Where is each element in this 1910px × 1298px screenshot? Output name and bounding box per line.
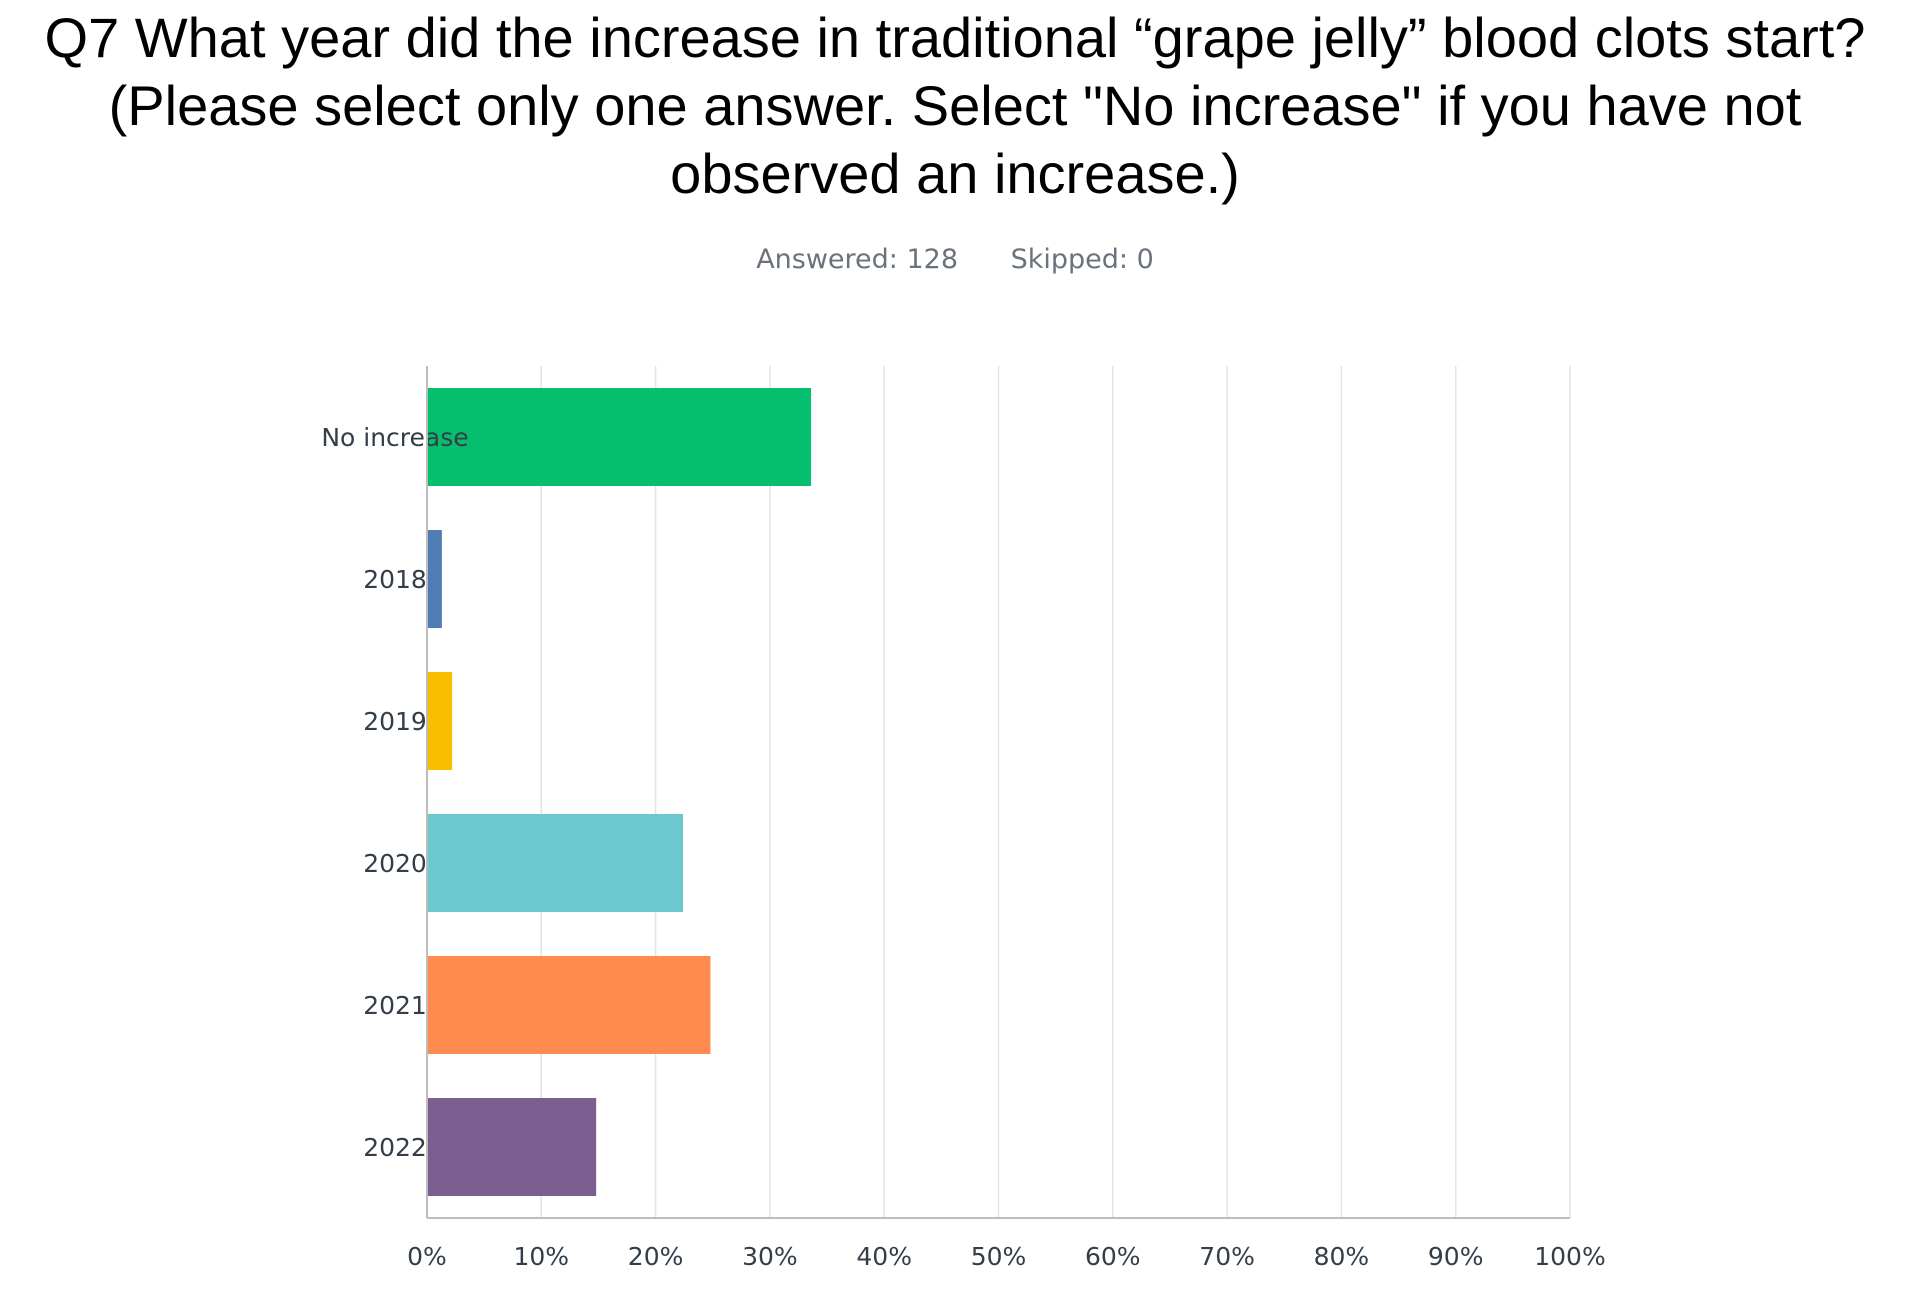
chart-title-line-2: (Please select only one answer. Select "… [108,74,1802,137]
category-label: 2018 [363,565,427,594]
x-tick-label: 50% [971,1242,1027,1271]
x-tick-label: 10% [514,1242,570,1271]
answered-count: Answered: 128 [756,244,959,275]
category-label: 2019 [363,707,427,736]
category-label: 2020 [363,849,427,878]
x-tick-label: 100% [1534,1242,1605,1271]
category-label: 2021 [363,991,427,1020]
x-tick-label: 20% [628,1242,684,1271]
chart-title: Q7 What year did the increase in traditi… [0,4,1910,208]
x-tick-label: 70% [1199,1242,1255,1271]
x-tick-label: 80% [1314,1242,1370,1271]
response-stats: Answered: 128 Skipped: 0 [0,244,1910,275]
bar [427,672,453,770]
x-tick-label: 40% [856,1242,912,1271]
bar [427,814,684,912]
category-label: 2022 [363,1133,427,1162]
x-tick-label: 0% [407,1242,447,1271]
bar [427,1098,597,1196]
x-tick-label: 60% [1085,1242,1141,1271]
x-tick-label: 90% [1428,1242,1484,1271]
bar [427,956,711,1054]
chart-title-line-3: observed an increase.) [670,142,1240,205]
chart-title-line-1: Q7 What year did the increase in traditi… [44,6,1866,69]
x-tick-label: 30% [742,1242,798,1271]
category-label: No increase [321,423,468,452]
skipped-count: Skipped: 0 [1010,244,1154,275]
bar [427,530,442,628]
bar [427,388,812,486]
